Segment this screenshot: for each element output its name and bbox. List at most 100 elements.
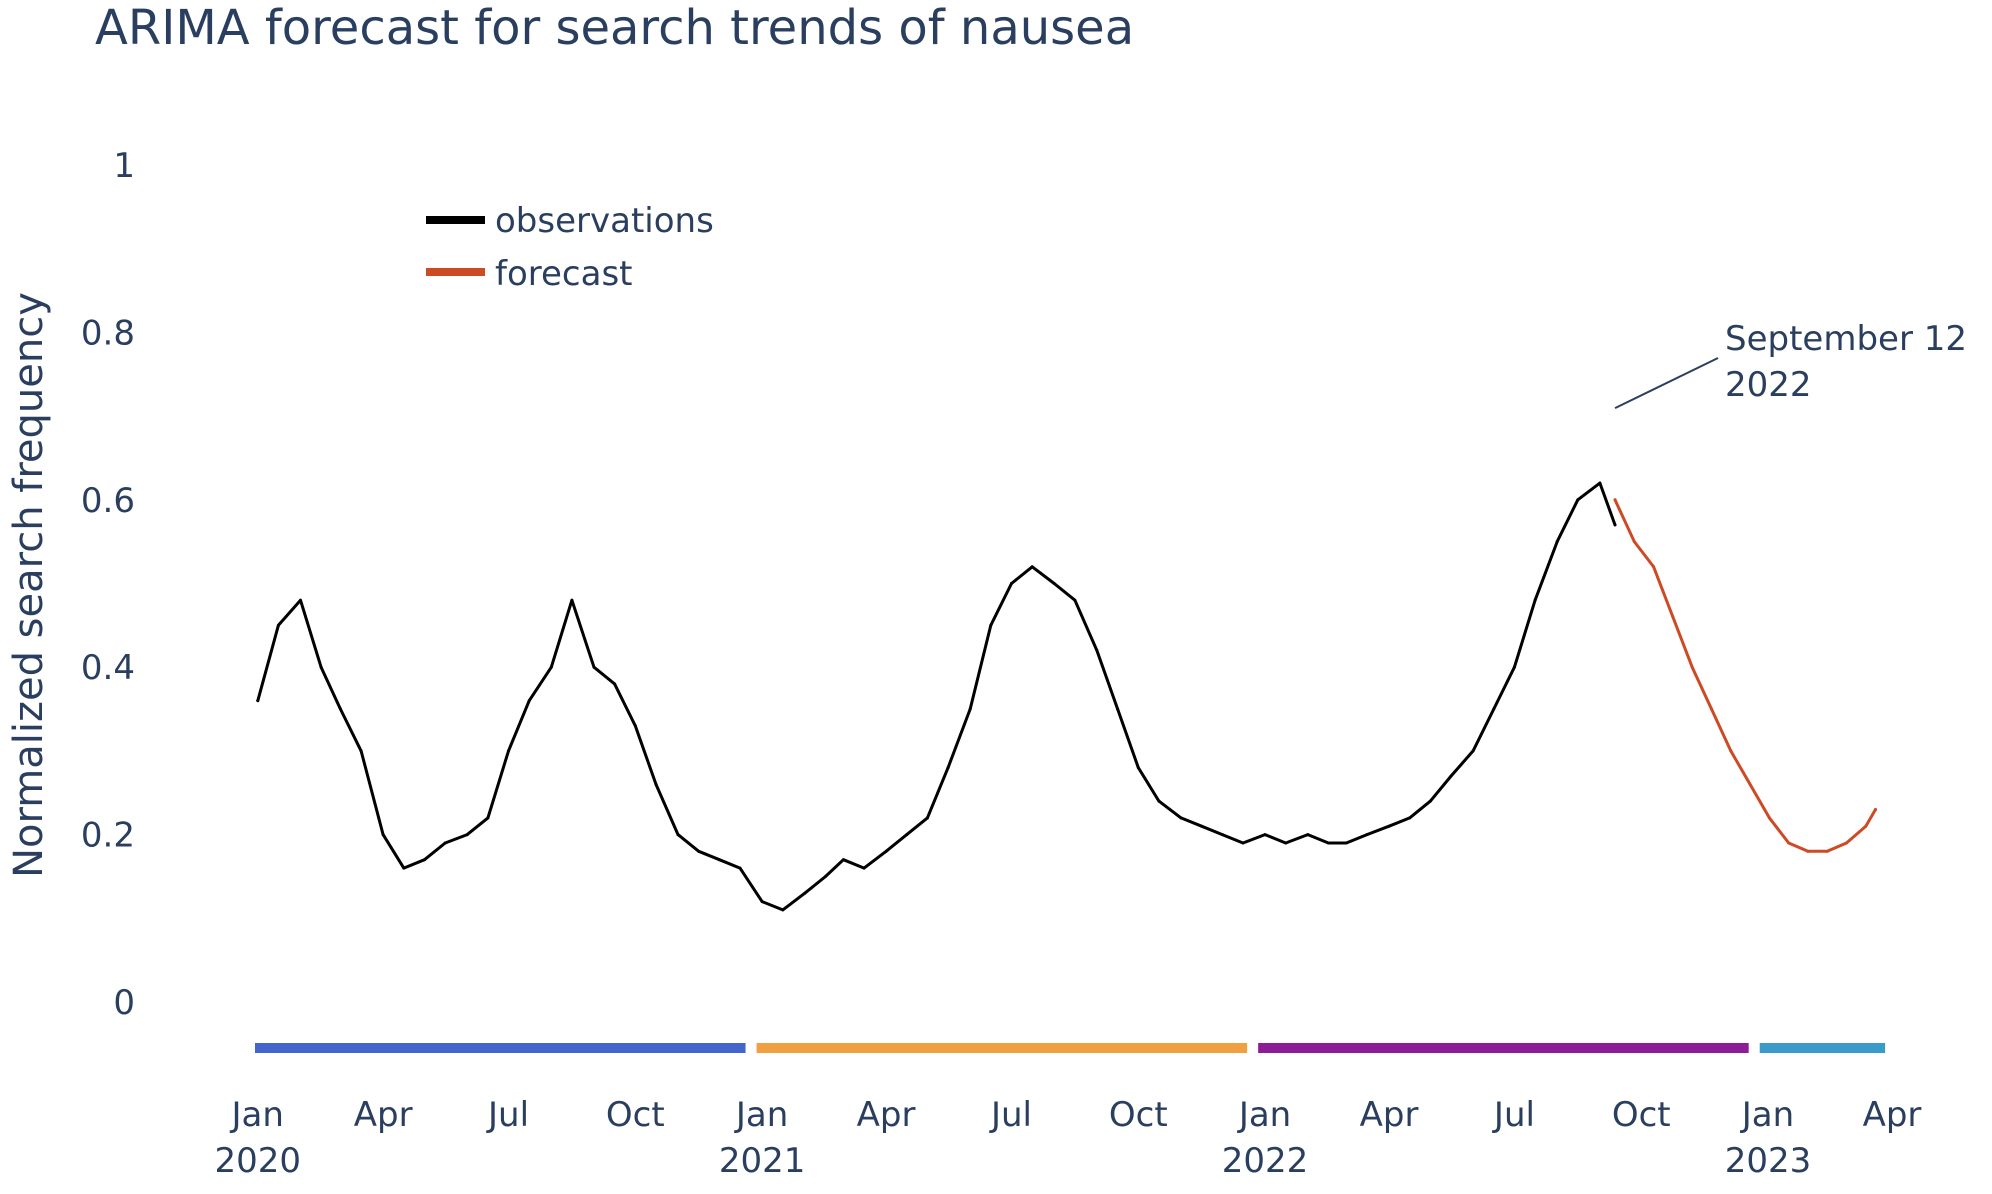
data-point-observations bbox=[1449, 774, 1453, 778]
data-point-observations bbox=[381, 833, 385, 837]
x-tick-month-label: Apr bbox=[1360, 1095, 1419, 1135]
data-point-forecast bbox=[1787, 841, 1791, 845]
data-point-observations bbox=[1116, 707, 1120, 711]
data-point-observations bbox=[841, 858, 845, 862]
data-point-observations bbox=[1533, 598, 1537, 602]
data-point-observations bbox=[823, 874, 827, 878]
legend-label-forecast: forecast bbox=[495, 254, 633, 294]
data-point-observations bbox=[1344, 841, 1348, 845]
x-tick-month-label: Jan bbox=[1237, 1095, 1291, 1135]
data-point-forecast bbox=[1825, 849, 1829, 853]
series-layer bbox=[256, 481, 1877, 912]
x-tick-month-label: Jan bbox=[230, 1095, 284, 1135]
data-point-observations bbox=[925, 816, 929, 820]
data-point-observations bbox=[1326, 841, 1330, 845]
data-point-observations bbox=[654, 782, 658, 786]
data-point-observations bbox=[989, 623, 993, 627]
data-point-observations bbox=[338, 707, 342, 711]
data-point-forecast bbox=[1864, 824, 1868, 828]
data-point-observations bbox=[276, 623, 280, 627]
x-tick-year-label: 2023 bbox=[1725, 1141, 1812, 1181]
data-point-observations bbox=[592, 665, 596, 669]
data-point-observations bbox=[1284, 841, 1288, 845]
x-tick-year-label: 2021 bbox=[719, 1141, 806, 1181]
data-point-observations bbox=[1179, 816, 1183, 820]
data-point-observations bbox=[465, 833, 469, 837]
data-point-observations bbox=[1095, 648, 1099, 652]
x-tick-month-label: Jul bbox=[486, 1095, 529, 1135]
data-point-forecast bbox=[1671, 615, 1675, 619]
data-point-forecast bbox=[1748, 782, 1752, 786]
x-tick-month-label: Oct bbox=[1109, 1095, 1168, 1135]
y-tick-label: 1 bbox=[113, 146, 135, 186]
data-point-observations bbox=[256, 699, 260, 703]
y-tick-label: 0.8 bbox=[81, 313, 135, 353]
data-point-observations bbox=[1009, 582, 1013, 585]
data-point-observations bbox=[298, 598, 302, 602]
series-line-forecast bbox=[1613, 498, 1877, 853]
data-point-forecast bbox=[1873, 807, 1877, 811]
data-point-observations bbox=[946, 766, 950, 770]
y-axis-title: Normalized search frequency bbox=[6, 292, 52, 878]
data-point-observations bbox=[760, 900, 764, 904]
x-tick-year-label: 2022 bbox=[1222, 1141, 1309, 1181]
data-point-observations bbox=[862, 866, 866, 870]
x-tick-month-label: Oct bbox=[606, 1095, 665, 1135]
x-tick-month-label: Jul bbox=[1492, 1095, 1535, 1135]
data-point-observations bbox=[1200, 824, 1204, 828]
data-point-forecast bbox=[1806, 849, 1810, 853]
y-tick-label: 0 bbox=[113, 983, 135, 1023]
data-point-observations bbox=[676, 833, 680, 837]
annotation: September 12 2022 bbox=[1614, 319, 1967, 409]
data-point-observations bbox=[697, 849, 701, 853]
annotation-text-line1: September 12 bbox=[1725, 319, 1967, 359]
data-point-forecast bbox=[1652, 565, 1656, 569]
legend-label-observations: observations bbox=[495, 201, 714, 241]
x-tick-month-label: Jan bbox=[734, 1095, 788, 1135]
y-tick-label: 0.4 bbox=[81, 648, 135, 688]
x-tick-month-label: Jan bbox=[1740, 1095, 1794, 1135]
data-point-observations bbox=[717, 858, 721, 862]
data-point-observations bbox=[1512, 665, 1516, 669]
data-point-forecast bbox=[1690, 665, 1694, 669]
x-tick-month-label: Apr bbox=[354, 1095, 413, 1135]
data-point-observations bbox=[570, 598, 574, 602]
data-point-observations bbox=[1576, 498, 1580, 502]
annotation-pointer bbox=[1614, 357, 1719, 409]
data-point-observations bbox=[1492, 707, 1496, 711]
data-point-observations bbox=[402, 866, 406, 870]
data-point-observations bbox=[884, 849, 888, 853]
data-point-observations bbox=[1030, 565, 1034, 569]
data-point-observations bbox=[422, 858, 426, 862]
data-point-observations bbox=[507, 749, 511, 753]
data-point-forecast bbox=[1729, 749, 1733, 753]
y-tick-label: 0.2 bbox=[81, 816, 135, 856]
data-point-forecast bbox=[1613, 498, 1617, 502]
data-point-forecast bbox=[1709, 707, 1713, 711]
data-point-observations bbox=[1613, 523, 1617, 527]
data-point-observations bbox=[738, 866, 742, 870]
data-point-observations bbox=[803, 891, 807, 895]
data-point-observations bbox=[1241, 841, 1245, 845]
data-point-observations bbox=[905, 833, 909, 837]
data-point-forecast bbox=[1767, 816, 1771, 820]
chart-title: ARIMA forecast for search trends of naus… bbox=[95, 0, 1134, 56]
data-point-observations bbox=[1555, 540, 1559, 544]
data-point-observations bbox=[1052, 582, 1056, 585]
y-axis-ticks: 0 0.2 0.4 0.6 0.8 1 bbox=[81, 146, 135, 1023]
data-point-observations bbox=[1598, 481, 1602, 485]
data-point-observations bbox=[527, 699, 531, 703]
y-tick-label: 0.6 bbox=[81, 481, 135, 521]
data-point-observations bbox=[443, 841, 447, 845]
legend: observations forecast bbox=[426, 201, 714, 294]
data-point-observations bbox=[486, 816, 490, 820]
data-point-observations bbox=[613, 682, 617, 686]
data-point-observations bbox=[1220, 833, 1224, 837]
data-point-observations bbox=[1365, 833, 1369, 837]
data-point-observations bbox=[359, 749, 363, 753]
data-point-forecast bbox=[1845, 841, 1849, 845]
data-point-observations bbox=[1387, 824, 1391, 828]
x-tick-month-label: Apr bbox=[857, 1095, 916, 1135]
x-tick-month-label: Jul bbox=[989, 1095, 1032, 1135]
